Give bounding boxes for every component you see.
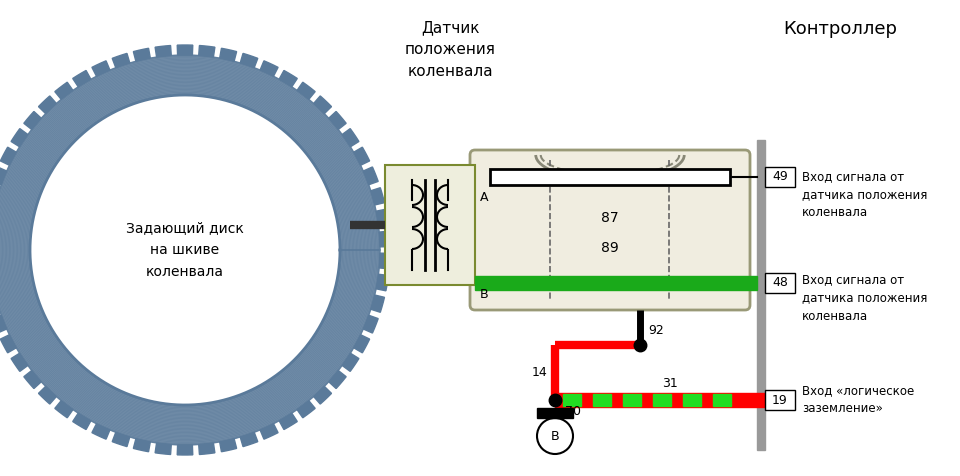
Bar	[757, 140, 765, 450]
Polygon shape	[297, 82, 315, 99]
Polygon shape	[371, 188, 384, 205]
Text: 92: 92	[648, 324, 663, 337]
Polygon shape	[328, 111, 347, 129]
Polygon shape	[133, 48, 151, 61]
Bar	[765, 273, 795, 293]
Polygon shape	[199, 443, 215, 455]
Polygon shape	[178, 45, 193, 55]
Polygon shape	[342, 129, 359, 147]
Polygon shape	[342, 353, 359, 371]
Text: Задающий диск
на шкиве
коленвала: Задающий диск на шкиве коленвала	[126, 221, 244, 279]
Polygon shape	[379, 253, 390, 269]
Polygon shape	[376, 274, 389, 291]
Polygon shape	[112, 53, 130, 68]
Bar	[765, 167, 795, 187]
Polygon shape	[379, 231, 390, 247]
Polygon shape	[314, 96, 331, 114]
Polygon shape	[112, 432, 130, 446]
Polygon shape	[30, 95, 340, 405]
Polygon shape	[220, 439, 236, 452]
Text: Вход сигнала от
датчика положения
коленвала: Вход сигнала от датчика положения коленв…	[802, 274, 927, 323]
Bar	[623, 394, 641, 406]
Bar	[563, 394, 581, 406]
Text: 70: 70	[565, 405, 581, 418]
Polygon shape	[353, 335, 370, 353]
Bar	[555, 393, 765, 407]
Polygon shape	[328, 370, 347, 388]
Text: A: A	[480, 191, 489, 204]
Text: 89: 89	[601, 241, 619, 255]
Polygon shape	[92, 424, 109, 439]
Polygon shape	[12, 353, 28, 371]
Polygon shape	[24, 370, 41, 388]
Bar	[537, 408, 573, 418]
Bar	[385, 165, 475, 285]
Polygon shape	[92, 61, 109, 76]
Polygon shape	[0, 147, 16, 165]
Polygon shape	[178, 445, 193, 455]
Text: 87: 87	[601, 211, 619, 225]
Polygon shape	[156, 46, 171, 57]
Polygon shape	[73, 70, 91, 87]
Polygon shape	[12, 129, 28, 147]
Polygon shape	[314, 387, 331, 404]
Bar	[653, 394, 671, 406]
Polygon shape	[353, 147, 370, 165]
Polygon shape	[38, 96, 57, 114]
Polygon shape	[371, 295, 384, 312]
Polygon shape	[55, 82, 73, 99]
Polygon shape	[0, 335, 16, 353]
Text: Вход сигнала от
датчика положения
коленвала: Вход сигнала от датчика положения коленв…	[802, 170, 927, 219]
Polygon shape	[156, 443, 171, 455]
Polygon shape	[279, 70, 298, 87]
Text: B: B	[480, 288, 489, 301]
Bar	[490, 169, 730, 185]
Polygon shape	[73, 413, 91, 429]
Text: Датчик
положения
коленвала: Датчик положения коленвала	[404, 20, 495, 79]
Bar	[490, 169, 730, 185]
Text: 19: 19	[772, 394, 788, 407]
Polygon shape	[376, 209, 389, 226]
Text: Контроллер: Контроллер	[783, 20, 897, 38]
Text: Вход «логическое
заземление»: Вход «логическое заземление»	[802, 385, 914, 416]
Bar	[475, 276, 757, 290]
Text: 48: 48	[772, 277, 788, 289]
Bar	[593, 394, 611, 406]
Polygon shape	[260, 61, 278, 76]
Text: B: B	[551, 429, 560, 443]
Bar	[683, 394, 701, 406]
Text: 14: 14	[531, 366, 547, 379]
Polygon shape	[240, 432, 258, 446]
Text: 31: 31	[662, 377, 678, 390]
FancyBboxPatch shape	[470, 150, 750, 310]
Polygon shape	[260, 424, 278, 439]
Polygon shape	[133, 439, 151, 452]
Polygon shape	[220, 48, 236, 61]
Polygon shape	[363, 167, 378, 185]
Polygon shape	[0, 315, 7, 333]
Polygon shape	[363, 315, 378, 333]
Polygon shape	[279, 413, 298, 429]
Polygon shape	[55, 401, 73, 418]
Polygon shape	[24, 111, 41, 129]
Text: 49: 49	[772, 170, 788, 184]
Polygon shape	[38, 387, 57, 404]
Polygon shape	[240, 53, 258, 68]
Polygon shape	[0, 167, 7, 185]
Bar	[765, 390, 795, 410]
Polygon shape	[297, 401, 315, 418]
Polygon shape	[0, 55, 380, 445]
Bar	[713, 394, 731, 406]
Polygon shape	[199, 46, 215, 57]
